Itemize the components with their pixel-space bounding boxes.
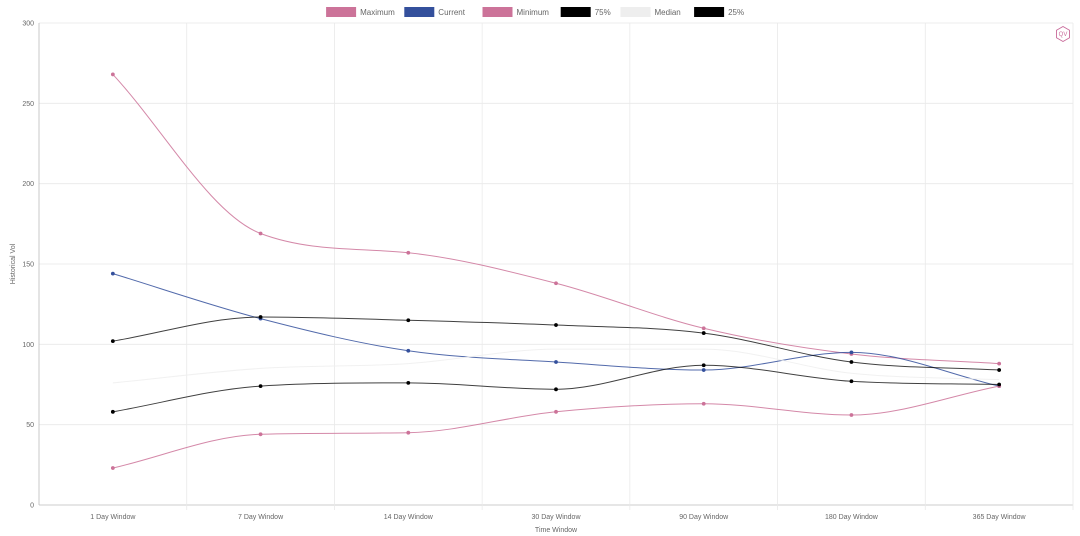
data-point <box>849 379 854 384</box>
y-tick-label: 200 <box>22 181 34 188</box>
y-axis-label: Historical Vol <box>10 243 17 284</box>
legend: Maximum Current Minimum 75% Median 25% <box>326 7 744 17</box>
y-tick-label: 150 <box>22 262 34 269</box>
data-point <box>406 318 411 323</box>
y-tick-label: 0 <box>30 503 34 510</box>
y-tick-label: 100 <box>22 342 34 349</box>
series-line <box>112 385 1000 469</box>
legend-label: 25% <box>728 8 744 17</box>
x-tick-label: 30 Day Window <box>531 514 581 521</box>
series-line <box>112 74 1000 365</box>
data-point <box>258 432 263 437</box>
legend-swatch <box>482 7 513 17</box>
data-point <box>110 409 115 414</box>
data-point <box>258 315 263 319</box>
data-point <box>554 323 558 327</box>
series-lines <box>110 72 1002 470</box>
series-25% <box>110 363 1002 414</box>
legend-item[interactable]: Minimum <box>482 7 550 17</box>
data-point <box>554 409 558 414</box>
data-point <box>701 401 706 406</box>
legend-swatch <box>326 7 357 17</box>
legend-swatch <box>620 7 651 17</box>
legend-item[interactable]: Median <box>620 7 681 17</box>
data-point <box>110 466 115 470</box>
series-Maximum <box>110 72 1002 366</box>
data-point <box>849 360 854 364</box>
legend-swatch <box>694 7 725 17</box>
data-point <box>554 360 558 364</box>
data-point <box>701 326 706 331</box>
x-tick-label: 365 Day Window <box>973 514 1027 521</box>
y-tick-label: 50 <box>26 422 34 429</box>
legend-swatch <box>560 7 591 17</box>
legend-label: Current <box>438 8 465 17</box>
x-tick-label: 90 Day Window <box>679 514 729 521</box>
series-line <box>112 348 1000 384</box>
logo-hexagon-icon <box>1056 25 1070 43</box>
data-point <box>110 339 115 344</box>
data-point <box>406 430 411 435</box>
axes: 0 50 100 150 200 250 300 1 Day Window 7 Day Wind… <box>10 21 1027 535</box>
series-75% <box>110 315 1002 372</box>
data-point <box>554 281 558 286</box>
data-point <box>997 361 1002 366</box>
series-Minimum <box>110 384 1002 470</box>
legend-label: Minimum <box>517 8 550 17</box>
data-point <box>258 231 263 236</box>
data-point <box>701 368 706 372</box>
data-point <box>701 363 706 368</box>
x-axis-label: Time Window <box>535 527 578 534</box>
data-point <box>554 387 558 392</box>
legend-item[interactable]: Maximum <box>326 7 395 17</box>
brand-logo: QV <box>1056 25 1070 43</box>
data-point <box>110 72 115 77</box>
data-point <box>406 348 411 353</box>
data-point <box>110 271 115 276</box>
legend-label: Median <box>655 8 681 17</box>
x-tick-label: 14 Day Window <box>384 514 434 521</box>
x-tick-label: 7 Day Window <box>238 514 284 521</box>
data-point <box>701 331 706 335</box>
y-tick-label: 250 <box>22 101 34 108</box>
series-Current <box>110 271 1002 389</box>
data-point <box>406 380 411 385</box>
x-tick-label: 180 Day Window <box>825 514 879 521</box>
logo-text: QV <box>1059 32 1068 38</box>
data-point <box>849 413 854 417</box>
legend-item[interactable]: 25% <box>694 7 744 17</box>
x-tick-label: 1 Day Window <box>90 514 136 521</box>
data-point <box>406 250 411 255</box>
legend-label: 75% <box>595 8 611 17</box>
series-Median <box>112 348 1000 384</box>
data-point <box>849 350 854 355</box>
data-point <box>258 384 263 389</box>
legend-item[interactable]: 75% <box>560 7 611 17</box>
legend-swatch <box>404 7 435 17</box>
y-tick-label: 300 <box>22 21 34 28</box>
legend-label: Maximum <box>360 8 395 17</box>
grid <box>38 22 1074 510</box>
data-point <box>997 368 1002 372</box>
legend-item[interactable]: Current <box>404 7 466 17</box>
data-point <box>997 382 1002 387</box>
